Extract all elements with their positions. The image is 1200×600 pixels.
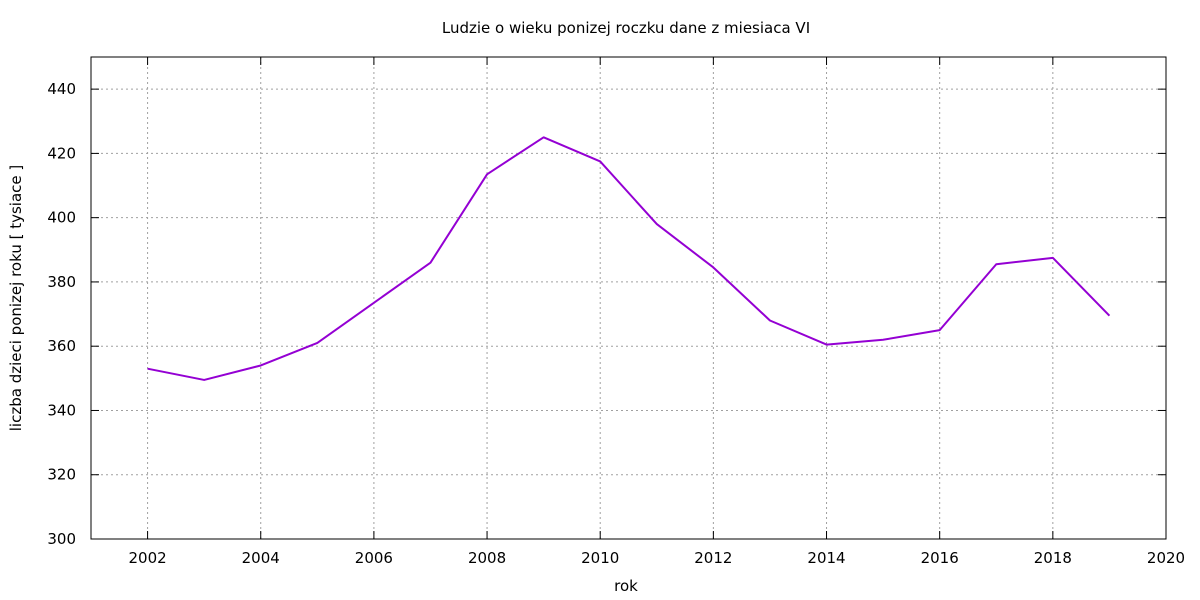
series-layer: [147, 136, 1111, 381]
x-tick-label: 2010: [581, 549, 619, 567]
x-axis-label: rok: [614, 577, 638, 595]
plot-frame: [90, 56, 1167, 540]
y-tick-label: 320: [47, 466, 76, 484]
x-tick-label: 2006: [355, 549, 393, 567]
chart-title: Ludzie o wieku ponizej roczku dane z mie…: [442, 19, 810, 37]
y-tick-label: 380: [47, 273, 76, 291]
x-tick-label: 2014: [807, 549, 845, 567]
x-tick-label: 2016: [921, 549, 959, 567]
x-tick-label: 2020: [1147, 549, 1185, 567]
y-tick-label: 400: [47, 209, 76, 227]
y-tick-label: 440: [47, 80, 76, 98]
y-tick-label: 300: [47, 530, 76, 548]
y-tick-label: 420: [47, 144, 76, 162]
x-tick-label: 2008: [468, 549, 506, 567]
y-tick-label: 340: [47, 401, 76, 419]
x-tick-label: 2018: [1034, 549, 1072, 567]
x-tick-label: 2002: [128, 549, 166, 567]
x-tick-label: 2004: [242, 549, 280, 567]
series-line: [147, 136, 1111, 381]
y-axis-label: liczba dzieci ponizej roku [ tysiace ]: [7, 165, 25, 431]
y-tick-label: 360: [47, 337, 76, 355]
x-tick-label: 2012: [694, 549, 732, 567]
grid: [91, 57, 1166, 539]
axis-ticks: 2002 2004 2006 2008 2010 2012 2014 2016 2018 2020…: [47, 57, 1185, 567]
